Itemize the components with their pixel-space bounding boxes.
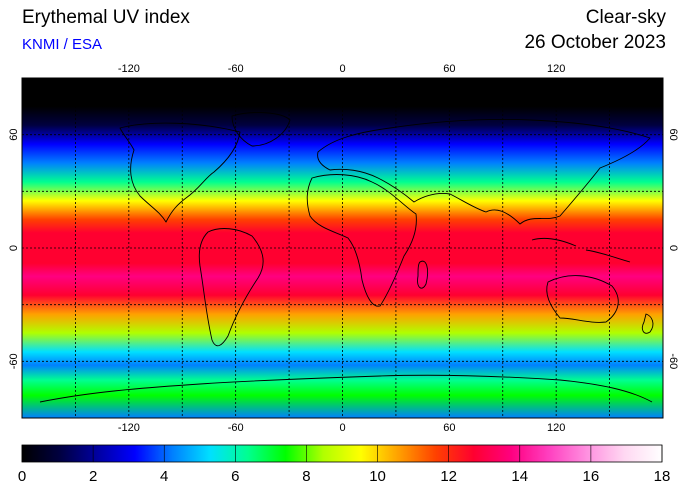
- coastline-antarctica: [39, 374, 653, 403]
- colorbar-tick-label: 14: [511, 468, 528, 485]
- lat-tick-label-right: 0: [667, 245, 679, 251]
- lon-tick-label-top: 120: [547, 63, 565, 75]
- colorbar-tick-label: 0: [18, 468, 26, 485]
- uv-map: -120 -60 0 60 120 -120 -60 0 60 120 60 0 -60 60 0 -6…: [8, 63, 679, 434]
- lon-tick-label-top: 0: [339, 63, 345, 75]
- map-title: Erythemal UV index: [22, 7, 190, 28]
- colorbar-tick-label: 16: [583, 468, 600, 485]
- lon-tick-label-bottom: 0: [339, 422, 345, 434]
- coastline-south-america: [198, 228, 264, 347]
- lat-tick-label-left: 60: [8, 129, 20, 141]
- lat-tick-label-right: 60: [667, 129, 679, 141]
- lon-tick-label-top: -60: [228, 63, 244, 75]
- colorbar-tick-label: 6: [231, 468, 239, 485]
- lon-tick-label-top: 60: [443, 63, 455, 75]
- lon-tick-label-bottom: -120: [118, 422, 140, 434]
- lon-tick-label-top: -120: [118, 63, 140, 75]
- lon-tick-label-bottom: 120: [547, 422, 565, 434]
- lon-tick-label-bottom: -60: [228, 422, 244, 434]
- lon-tick-label-bottom: 60: [443, 422, 455, 434]
- coastline-eurasia: [317, 119, 651, 225]
- lon-axis-top: -120 -60 0 60 120: [118, 63, 566, 75]
- sky-mode-label: Clear-sky: [585, 7, 666, 28]
- colorbar-tick-label: 12: [440, 468, 457, 485]
- lat-axis-left: 60 0 -60: [8, 129, 20, 370]
- lat-tick-label-left: -60: [8, 353, 20, 369]
- coastline-indonesia: [531, 237, 631, 263]
- coastline-new-zealand: [641, 313, 654, 334]
- colorbar-tick-label: 8: [302, 468, 310, 485]
- colorbar-bar: [21, 444, 663, 463]
- lon-axis-bottom: -120 -60 0 60 120: [118, 422, 566, 434]
- colorbar-tick-label: 2: [89, 468, 97, 485]
- coastline-greenland: [231, 112, 291, 147]
- colorbar-tick-label: 4: [160, 468, 168, 485]
- map-frame: [21, 77, 664, 419]
- coastlines: [39, 112, 654, 403]
- lat-tick-label-left: 0: [8, 245, 20, 251]
- lat-tick-label-right: -60: [667, 353, 679, 369]
- colorbar-tick-label: 10: [369, 468, 386, 485]
- lat-axis-right: 60 0 -60: [667, 129, 679, 370]
- colorbar-tick-label: 18: [654, 468, 671, 485]
- coastline-africa: [306, 174, 417, 307]
- coastline-australia: [546, 275, 619, 323]
- source-label: KNMI / ESA: [22, 36, 103, 53]
- colorbar-ticks: 0 2 4 6 8 10 12 14 16 18: [18, 445, 671, 485]
- graticule: [22, 78, 663, 418]
- coastline-madagascar: [417, 260, 429, 289]
- date-label: 26 October 2023: [524, 32, 666, 53]
- coastline-north-america: [119, 122, 241, 223]
